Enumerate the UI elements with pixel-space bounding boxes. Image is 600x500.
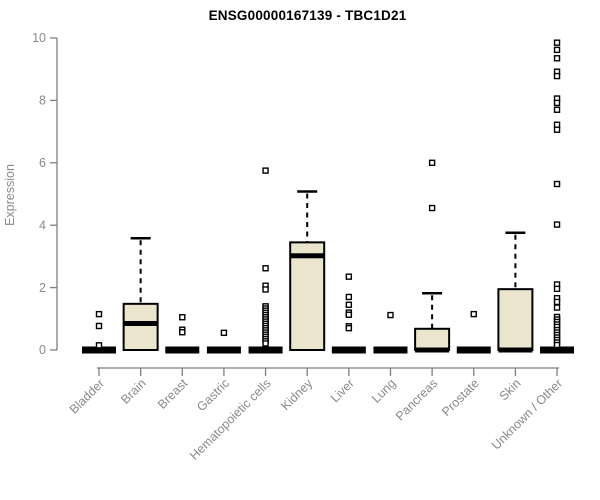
boxplot-liver: [331, 273, 366, 354]
box: [122, 302, 159, 352]
x-category-label-breast: Breast: [155, 376, 191, 412]
boxplot-prostate: [456, 310, 491, 354]
y-tick-label: 4: [39, 218, 46, 232]
collapsed-box: [373, 346, 408, 354]
boxplot-gastric: [206, 329, 241, 354]
collapsed-box: [82, 346, 116, 354]
x-category-label-prostate: Prostate: [439, 376, 482, 419]
outlier-point: [470, 310, 477, 318]
x-category-label-brain: Brain: [118, 376, 149, 407]
x-category-label-bladder: Bladder: [67, 376, 107, 416]
x-category-label-skin: Skin: [496, 376, 523, 403]
collapsed-box: [206, 346, 241, 354]
x-category-label-kidney: Kidney: [278, 376, 315, 413]
outlier-point: [553, 72, 561, 80]
collapsed-box: [456, 346, 491, 354]
x-category-label-lung: Lung: [369, 376, 399, 406]
y-tick-label: 8: [39, 94, 46, 108]
x-category-label-pancreas: Pancreas: [393, 376, 440, 423]
outlier-point: [179, 314, 186, 321]
boxplot-brain: [122, 237, 159, 352]
boxplot-kidney: [289, 190, 326, 351]
outlier-point: [553, 180, 561, 188]
chart-title: ENSG00000167139 - TBC1D21: [208, 8, 407, 23]
outlier-point: [262, 265, 269, 272]
outlier-point: [553, 46, 561, 54]
outlier-point: [95, 342, 103, 349]
outlier-point: [553, 341, 561, 349]
boxplot-breast: [165, 314, 200, 354]
outlier-point: [345, 273, 353, 280]
boxplot-pancreas: [414, 159, 451, 353]
boxplot-hematopoietic-cells: [248, 167, 283, 354]
boxplot-bladder: [82, 310, 116, 354]
outlier-point: [95, 322, 103, 330]
outlier-point: [553, 304, 561, 311]
outlier-point: [262, 167, 269, 174]
outlier-point: [345, 301, 353, 308]
outlier-point: [553, 126, 561, 133]
collapsed-box: [331, 346, 366, 354]
y-axis-title: Expression: [3, 164, 17, 226]
outlier-point: [553, 106, 561, 113]
median-line: [123, 320, 158, 326]
boxplot-skin: [497, 231, 534, 353]
outlier-point: [387, 311, 394, 319]
boxplot-unknown-other: [540, 39, 575, 354]
median-line: [415, 347, 450, 353]
outlier-point: [345, 311, 353, 318]
median-line: [290, 253, 325, 259]
outlier-point: [345, 324, 353, 332]
boxplot-lung: [373, 311, 408, 354]
x-category-label-unknown-other: Unknown / Other: [489, 376, 565, 452]
outlier-point: [553, 121, 561, 128]
box: [414, 327, 451, 351]
outlier-point: [220, 329, 228, 337]
x-category-label-gastric: Gastric: [194, 376, 232, 414]
y-tick-label: 0: [39, 343, 46, 357]
collapsed-box: [248, 346, 283, 354]
y-axis: 0 2 4 6 8 10 Expression: [3, 31, 58, 357]
outlier-point: [345, 293, 353, 301]
outlier-point: [553, 55, 561, 62]
x-category-label-liver: Liver: [328, 376, 357, 405]
x-category-label-hematopoietic-cells: Hematopoietic cells: [187, 376, 274, 463]
outlier-point: [553, 298, 561, 306]
outlier-point: [553, 221, 561, 228]
y-tick-label: 6: [39, 156, 46, 170]
outlier-point: [428, 204, 436, 212]
outlier-point: [553, 99, 561, 107]
outlier-point: [553, 39, 561, 46]
collapsed-box: [540, 346, 575, 354]
box: [289, 241, 326, 351]
outlier-point: [179, 329, 186, 336]
outlier-point: [95, 310, 103, 318]
median-line: [498, 347, 533, 353]
outlier-point: [553, 285, 561, 293]
outlier-point: [262, 340, 269, 347]
collapsed-box: [165, 346, 200, 354]
y-tick-label: 10: [32, 31, 46, 45]
outlier-point: [428, 159, 436, 167]
outlier-point: [262, 286, 269, 293]
y-tick-label: 2: [39, 281, 46, 295]
box: [497, 288, 534, 352]
